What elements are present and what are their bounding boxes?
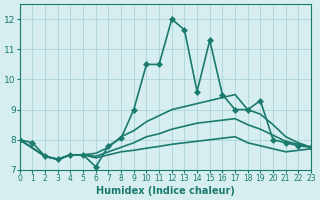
- X-axis label: Humidex (Indice chaleur): Humidex (Indice chaleur): [96, 186, 235, 196]
